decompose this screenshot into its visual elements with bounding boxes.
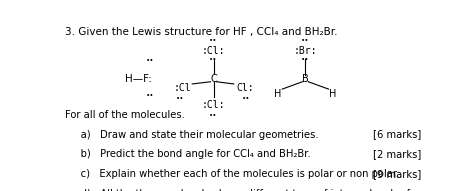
Text: :Cl: :Cl xyxy=(173,83,191,93)
Text: ••: •• xyxy=(210,38,218,44)
Text: :Br:: :Br: xyxy=(293,46,317,56)
Text: H—F:: H—F: xyxy=(125,74,152,84)
Text: ••: •• xyxy=(301,38,310,44)
Text: H: H xyxy=(274,88,282,99)
Text: ••: •• xyxy=(210,112,218,119)
Text: ••: •• xyxy=(301,57,310,63)
Text: :Cl:: :Cl: xyxy=(202,100,225,110)
Text: [2 marks]: [2 marks] xyxy=(373,149,421,159)
Text: ••: •• xyxy=(210,57,218,63)
Text: C: C xyxy=(210,74,217,84)
Text: B: B xyxy=(302,74,309,84)
Text: ••: •• xyxy=(146,93,154,100)
Text: :Cl:: :Cl: xyxy=(202,46,225,56)
Text: ••: •• xyxy=(146,58,154,64)
Text: [9 marks]: [9 marks] xyxy=(373,169,421,179)
Text: a)   Draw and state their molecular geometries.: a) Draw and state their molecular geomet… xyxy=(65,129,319,140)
Text: 3. Given the Lewis structure for HF , CCl₄ and BH₂Br.: 3. Given the Lewis structure for HF , CC… xyxy=(65,27,337,37)
Text: c)   Explain whether each of the molecules is polar or non polar.: c) Explain whether each of the molecules… xyxy=(65,169,399,179)
Text: d)   All the three molecules have different type of intermolecular forces.: d) All the three molecules have differen… xyxy=(65,189,440,191)
Text: ••: •• xyxy=(176,96,185,102)
Text: For all of the molecules.: For all of the molecules. xyxy=(65,110,185,120)
Text: H: H xyxy=(329,88,337,99)
Text: ••: •• xyxy=(242,96,251,102)
Text: Cl:: Cl: xyxy=(236,83,254,93)
Text: [6 marks]: [6 marks] xyxy=(373,129,421,140)
Text: b)   Predict the bond angle for CCl₄ and BH₂Br.: b) Predict the bond angle for CCl₄ and B… xyxy=(65,149,310,159)
